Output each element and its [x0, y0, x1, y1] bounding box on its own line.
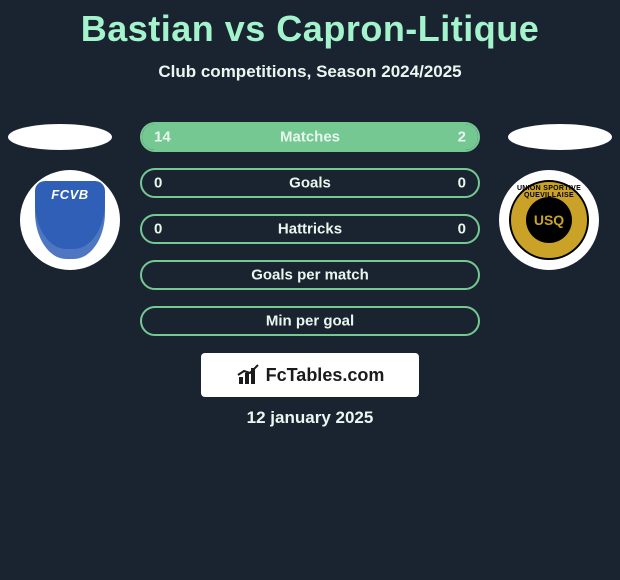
metric-label: Min per goal	[142, 313, 478, 330]
metric-bar: Goals per match	[140, 260, 480, 290]
right-club-badge: UNION SPORTIVE QUEVILLAISE USQ	[499, 170, 599, 270]
metric-bar: 00Goals	[140, 168, 480, 198]
usq-inner-label: USQ	[526, 197, 572, 243]
metric-label: Goals per match	[142, 267, 478, 284]
metric-label: Goals	[142, 175, 478, 192]
watermark-text: FcTables.com	[266, 365, 385, 386]
left-shadow-ellipse	[8, 124, 112, 150]
metric-bar: 00Hattricks	[140, 214, 480, 244]
left-club-badge: FCVB	[20, 170, 120, 270]
fcvb-shield-label: FCVB	[35, 187, 105, 202]
metric-bar: Min per goal	[140, 306, 480, 336]
metric-label: Hattricks	[142, 221, 478, 238]
right-shadow-ellipse	[508, 124, 612, 150]
comparison-title: Bastian vs Capron-Litique	[0, 0, 620, 50]
bar-chart-icon	[236, 363, 260, 387]
fcvb-shield-icon: FCVB	[35, 181, 105, 259]
comparison-subtitle: Club competitions, Season 2024/2025	[0, 62, 620, 82]
metric-bar: 142Matches	[140, 122, 480, 152]
infographic-root: Bastian vs Capron-Litique Club competiti…	[0, 0, 620, 580]
usq-ring-label: UNION SPORTIVE QUEVILLAISE	[511, 185, 587, 199]
metric-label: Matches	[142, 129, 478, 146]
watermark: FcTables.com	[201, 353, 419, 397]
usq-roundel-icon: UNION SPORTIVE QUEVILLAISE USQ	[509, 180, 589, 260]
comparison-date: 12 january 2025	[0, 408, 620, 428]
metric-bars: 142Matches 00Goals 00Hattricks Goals per ma…	[140, 122, 480, 352]
